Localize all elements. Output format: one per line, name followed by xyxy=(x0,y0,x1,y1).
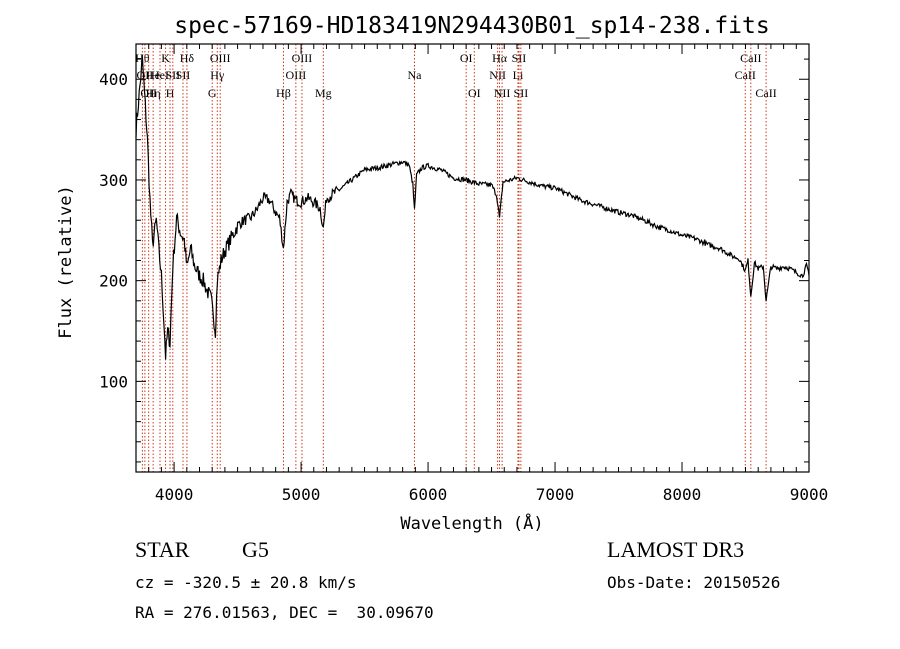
redshift-velocity: cz = -320.5 ± 20.8 km/s xyxy=(135,573,357,592)
survey-name: LAMOST DR3 xyxy=(607,537,745,562)
line-label: SII xyxy=(514,86,529,100)
line-label: NII xyxy=(489,68,506,82)
line-label: Na xyxy=(407,68,422,82)
line-label: HeI xyxy=(151,68,169,82)
spectrum-line xyxy=(135,54,810,360)
line-label: SII xyxy=(176,68,191,82)
line-label: He xyxy=(146,68,160,82)
y-tick-label: 200 xyxy=(99,272,128,291)
line-label: SII xyxy=(165,68,180,82)
line-label: CaII xyxy=(735,68,756,82)
line-label: CaII xyxy=(740,51,761,65)
y-tick-label: 100 xyxy=(99,372,128,391)
x-tick-label: 6000 xyxy=(409,485,448,504)
object-subclass: G5 xyxy=(242,537,269,562)
line-label: NII xyxy=(494,86,511,100)
plot-frame xyxy=(135,43,810,473)
y-tick-label: 300 xyxy=(99,171,128,190)
line-label: OI xyxy=(468,86,481,100)
x-tick-label: 9000 xyxy=(790,485,829,504)
chart-title: spec-57169-HD183419N294430B01_sp14-238.f… xyxy=(174,13,769,39)
x-tick-label: 8000 xyxy=(663,485,702,504)
line-label: SII xyxy=(512,51,527,65)
x-axis-label: Wavelength (Å) xyxy=(400,512,543,534)
line-label: Hδ xyxy=(180,51,195,65)
line-label: Hγ xyxy=(210,68,225,82)
line-label: Mg xyxy=(315,86,332,100)
line-label: G xyxy=(208,86,217,100)
line-label: OI xyxy=(460,51,473,65)
line-label: H xyxy=(166,86,175,100)
line-label: OIII xyxy=(210,51,231,65)
spectral-line-markers: HθOIIOIIHeHηHeIKHSIIHδSIIGHγOIIIHβOIIIOI… xyxy=(135,44,777,472)
sky-coordinates: RA = 276.01563, DEC = 30.09670 xyxy=(135,603,434,622)
line-label: Hβ xyxy=(276,86,291,100)
line-label: Hα xyxy=(492,51,508,65)
line-label: OIII xyxy=(292,51,313,65)
line-label: Hη xyxy=(146,86,161,100)
y-axis: 100 200 300 400 xyxy=(99,58,809,463)
x-axis: 4000 5000 6000 7000 8000 9000 xyxy=(148,44,829,504)
line-label: Li xyxy=(513,68,524,82)
observation-date: Obs-Date: 20150526 xyxy=(607,573,781,592)
x-tick-label: 5000 xyxy=(282,485,321,504)
x-tick-label: 7000 xyxy=(536,485,575,504)
y-axis-label: Flux (relative) xyxy=(56,185,76,339)
line-label: K xyxy=(161,51,170,65)
line-label: OIII xyxy=(286,68,307,82)
y-tick-label: 400 xyxy=(99,70,128,89)
x-tick-label: 4000 xyxy=(155,485,194,504)
line-label: CaII xyxy=(755,86,776,100)
object-class: STAR xyxy=(135,537,190,562)
